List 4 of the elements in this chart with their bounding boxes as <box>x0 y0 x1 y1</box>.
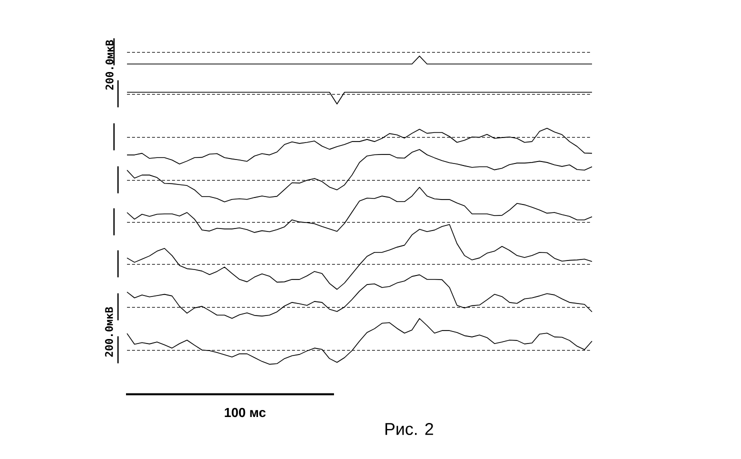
text: 200.0мкВ <box>105 307 113 357</box>
text: 100 мс <box>224 408 266 418</box>
text: Рис. 2 <box>385 422 434 436</box>
text: 200.0мкВ <box>106 40 114 90</box>
